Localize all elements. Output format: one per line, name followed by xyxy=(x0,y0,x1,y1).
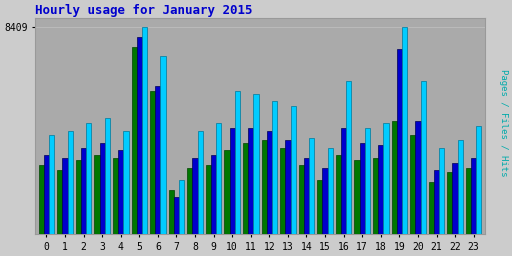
Bar xyxy=(439,148,444,234)
Bar xyxy=(378,145,383,234)
Bar xyxy=(434,170,439,234)
Bar xyxy=(272,101,277,234)
Bar xyxy=(328,148,333,234)
Bar xyxy=(229,128,235,234)
Bar xyxy=(160,57,166,234)
Bar xyxy=(168,190,174,234)
Bar xyxy=(206,165,211,234)
Bar xyxy=(359,143,365,234)
Bar xyxy=(298,165,304,234)
Bar xyxy=(132,47,137,234)
Bar xyxy=(476,126,481,234)
Bar xyxy=(224,150,229,234)
Bar xyxy=(113,158,118,234)
Text: Hourly usage for January 2015: Hourly usage for January 2015 xyxy=(35,4,253,17)
Bar xyxy=(211,155,216,234)
Bar xyxy=(179,180,184,234)
Bar xyxy=(81,148,86,234)
Bar xyxy=(198,131,203,234)
Bar xyxy=(235,91,240,234)
Bar xyxy=(471,158,476,234)
Bar xyxy=(44,155,49,234)
Bar xyxy=(174,197,179,234)
Bar xyxy=(383,123,389,234)
Bar xyxy=(123,131,129,234)
Bar xyxy=(187,167,193,234)
Bar xyxy=(365,128,370,234)
Bar xyxy=(216,123,221,234)
Bar xyxy=(38,165,44,234)
Bar xyxy=(142,27,147,234)
Bar xyxy=(280,148,285,234)
Bar xyxy=(420,81,426,234)
Bar xyxy=(193,158,198,234)
Bar xyxy=(323,167,328,234)
Bar xyxy=(410,135,415,234)
Bar xyxy=(304,158,309,234)
Text: Pages / Files / Hits: Pages / Files / Hits xyxy=(499,69,508,177)
Bar xyxy=(392,121,397,234)
Bar xyxy=(68,131,73,234)
Bar xyxy=(105,118,110,234)
Bar xyxy=(253,93,259,234)
Bar xyxy=(262,140,267,234)
Bar xyxy=(267,131,272,234)
Bar xyxy=(99,143,105,234)
Bar xyxy=(346,81,351,234)
Bar xyxy=(150,91,155,234)
Bar xyxy=(76,160,81,234)
Bar xyxy=(466,167,471,234)
Bar xyxy=(341,128,346,234)
Bar xyxy=(57,170,62,234)
Bar xyxy=(155,86,160,234)
Bar xyxy=(243,143,248,234)
Bar xyxy=(415,121,420,234)
Bar xyxy=(402,27,407,234)
Bar xyxy=(285,140,290,234)
Bar xyxy=(354,160,359,234)
Bar xyxy=(309,138,314,234)
Bar xyxy=(458,140,463,234)
Bar xyxy=(118,150,123,234)
Bar xyxy=(290,106,296,234)
Bar xyxy=(86,123,92,234)
Bar xyxy=(137,37,142,234)
Bar xyxy=(429,182,434,234)
Bar xyxy=(49,135,54,234)
Bar xyxy=(397,49,402,234)
Bar xyxy=(447,173,453,234)
Bar xyxy=(248,128,253,234)
Bar xyxy=(94,155,99,234)
Bar xyxy=(62,158,68,234)
Bar xyxy=(317,180,323,234)
Bar xyxy=(336,155,341,234)
Bar xyxy=(453,163,458,234)
Bar xyxy=(373,158,378,234)
